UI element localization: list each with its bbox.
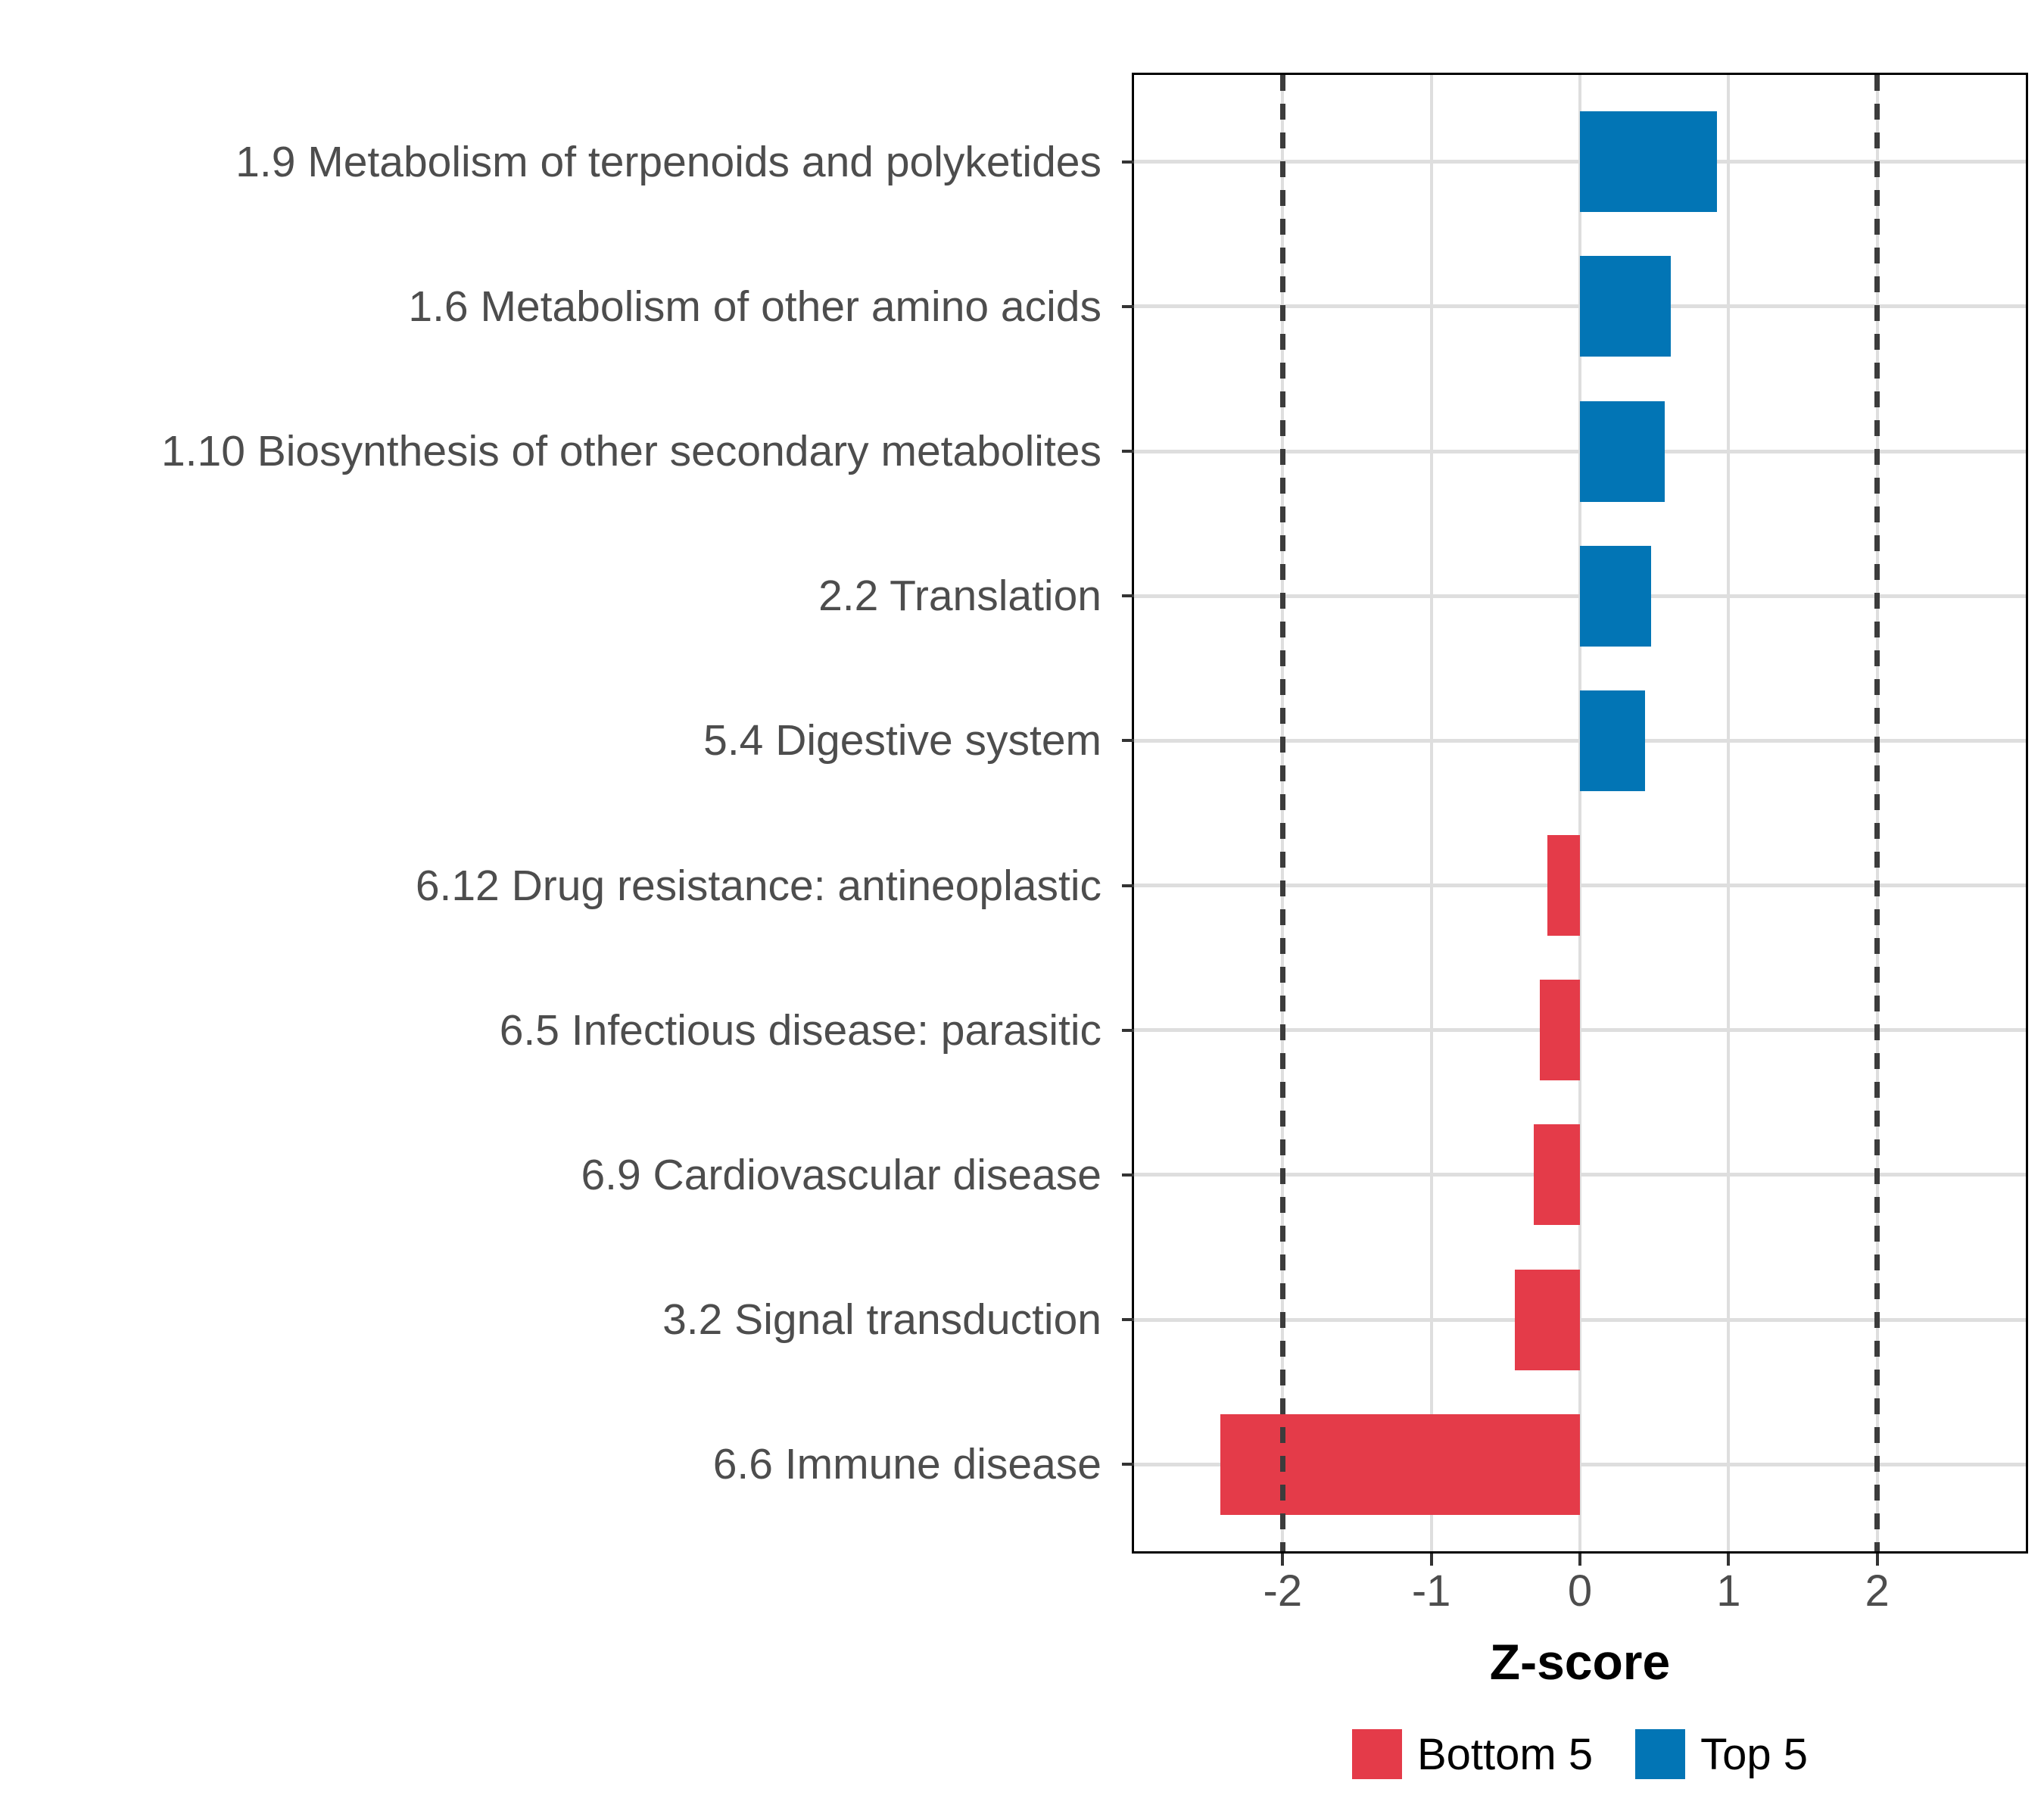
legend: Bottom 5 Top 5 xyxy=(1126,1728,2034,1781)
y-axis-tick xyxy=(1122,450,1134,453)
legend-item-bottom5: Bottom 5 xyxy=(1351,1729,1594,1780)
y-axis-tick xyxy=(1122,594,1134,598)
x-axis-tick xyxy=(1281,1554,1285,1566)
x-axis-tick xyxy=(1429,1554,1433,1566)
bar xyxy=(1580,111,1717,213)
legend-swatch-bottom5 xyxy=(1351,1729,1402,1779)
y-axis-tick xyxy=(1122,1318,1134,1322)
bar xyxy=(1534,1124,1580,1226)
y-axis-category-label: 1.9 Metabolism of terpenoids and polyket… xyxy=(235,137,1101,186)
y-axis-category-label: 1.10 Biosynthesis of other secondary met… xyxy=(160,427,1101,476)
plot-panel xyxy=(1132,73,2028,1554)
y-axis-category-label: 3.2 Signal transduction xyxy=(662,1295,1101,1345)
x-axis-tick-label: -1 xyxy=(1411,1566,1451,1616)
x-axis-tick xyxy=(1727,1554,1731,1566)
legend-label-bottom5: Bottom 5 xyxy=(1416,1729,1594,1779)
x-axis-tick-label: 0 xyxy=(1567,1566,1593,1616)
bar xyxy=(1514,1269,1580,1370)
y-axis-category-label: 2.2 Translation xyxy=(818,572,1101,621)
bar xyxy=(1539,980,1580,1081)
y-axis-category-label: 1.6 Metabolism of other amino acids xyxy=(408,282,1101,331)
y-axis-category-label: 6.5 Infectious disease: parasitic xyxy=(499,1005,1101,1055)
bar xyxy=(1580,545,1652,647)
gridline-vertical xyxy=(1429,75,1433,1551)
legend-label-top5: Top 5 xyxy=(1700,1729,1808,1779)
y-axis-category-label: 6.9 Cardiovascular disease xyxy=(581,1150,1101,1199)
gridline-vertical xyxy=(1727,75,1731,1551)
reference-line xyxy=(1874,75,1880,1551)
bar xyxy=(1547,835,1580,937)
bar xyxy=(1220,1413,1580,1515)
reference-line xyxy=(1279,75,1285,1551)
y-axis-tick xyxy=(1122,304,1134,308)
y-axis-tick xyxy=(1122,160,1134,164)
legend-swatch-top5 xyxy=(1635,1729,1686,1779)
x-axis-tick xyxy=(1578,1554,1581,1566)
y-axis-tick xyxy=(1122,739,1134,743)
x-axis-title: Z-score xyxy=(1489,1634,1671,1690)
gridline-vertical xyxy=(1578,75,1581,1551)
x-axis-tick-label: -2 xyxy=(1263,1566,1303,1616)
bar xyxy=(1580,690,1646,791)
bar xyxy=(1580,400,1665,502)
bar xyxy=(1580,256,1671,357)
x-axis-tick-label: 1 xyxy=(1716,1566,1741,1616)
y-axis-tick xyxy=(1122,1463,1134,1466)
y-axis-tick xyxy=(1122,884,1134,887)
y-axis-category-label: 5.4 Digestive system xyxy=(703,716,1101,765)
y-axis-tick xyxy=(1122,1028,1134,1032)
x-axis-tick-label: 2 xyxy=(1865,1566,1890,1616)
legend-item-top5: Top 5 xyxy=(1635,1729,1808,1780)
x-axis-tick xyxy=(1875,1554,1879,1566)
y-axis-tick xyxy=(1122,1173,1134,1177)
y-axis-category-label: 6.12 Drug resistance: antineoplastic xyxy=(415,861,1101,910)
y-axis-category-label: 6.6 Immune disease xyxy=(712,1440,1101,1489)
